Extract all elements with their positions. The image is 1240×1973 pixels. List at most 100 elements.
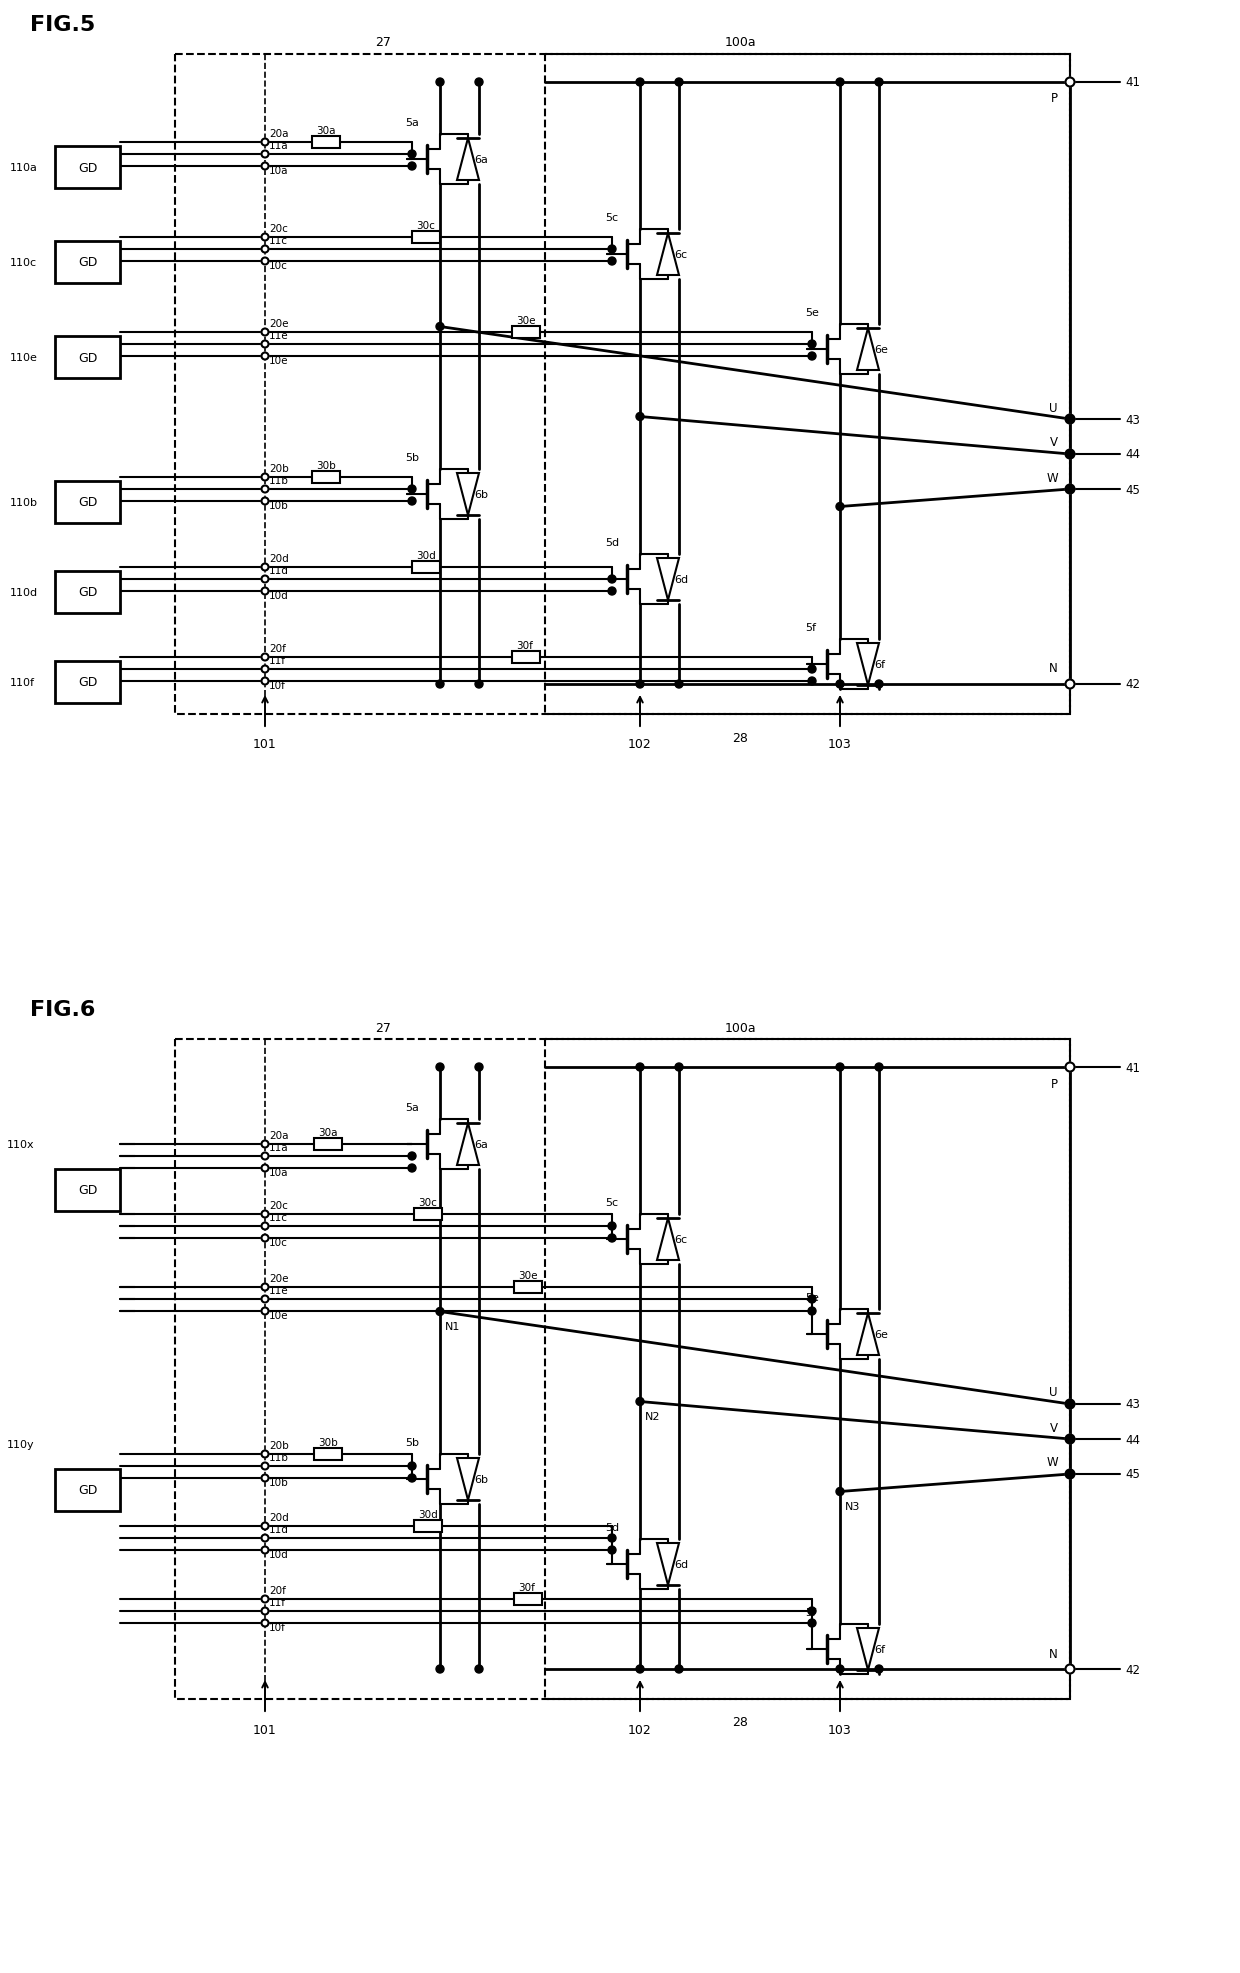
Text: 43: 43 xyxy=(1125,412,1140,426)
Circle shape xyxy=(408,485,415,493)
Bar xyxy=(55,1170,120,1211)
Bar xyxy=(55,146,120,189)
Circle shape xyxy=(436,1063,444,1071)
Text: 30c: 30c xyxy=(415,221,435,231)
Polygon shape xyxy=(857,1628,879,1671)
Text: 5c: 5c xyxy=(605,213,618,223)
Circle shape xyxy=(262,1523,269,1529)
Bar xyxy=(412,233,440,245)
Circle shape xyxy=(262,1223,269,1229)
Text: 11e: 11e xyxy=(269,1284,289,1296)
Circle shape xyxy=(836,79,844,87)
Circle shape xyxy=(636,412,644,422)
Text: 110d: 110d xyxy=(10,588,38,598)
Circle shape xyxy=(836,1063,844,1071)
Text: P: P xyxy=(1052,1077,1058,1089)
Text: FIG.6: FIG.6 xyxy=(30,1000,95,1020)
Text: 11b: 11b xyxy=(269,1452,289,1462)
Text: W: W xyxy=(1047,1456,1058,1468)
Bar xyxy=(414,1521,441,1533)
Circle shape xyxy=(262,1474,269,1482)
Text: 20e: 20e xyxy=(269,1273,289,1282)
Circle shape xyxy=(475,79,484,87)
Text: 5c: 5c xyxy=(605,1198,618,1207)
Text: 20a: 20a xyxy=(269,128,289,138)
Bar xyxy=(55,661,120,704)
Text: 5d: 5d xyxy=(605,1523,619,1533)
Circle shape xyxy=(436,1308,444,1316)
Text: GD: GD xyxy=(78,351,97,365)
Text: 110f: 110f xyxy=(10,677,35,689)
Text: 30f: 30f xyxy=(518,1582,534,1592)
Text: U: U xyxy=(1049,1385,1058,1399)
Text: 110x: 110x xyxy=(7,1140,35,1150)
Text: 102: 102 xyxy=(629,1722,652,1736)
Text: 30a: 30a xyxy=(317,1127,337,1136)
Circle shape xyxy=(636,681,644,689)
Text: 20b: 20b xyxy=(269,1440,289,1450)
Text: 20f: 20f xyxy=(269,1584,286,1596)
Circle shape xyxy=(875,79,883,87)
Circle shape xyxy=(608,1547,616,1555)
Polygon shape xyxy=(657,1219,680,1261)
Bar xyxy=(55,243,120,284)
Text: 30b: 30b xyxy=(316,462,336,472)
Text: 100a: 100a xyxy=(725,1020,756,1034)
Polygon shape xyxy=(657,558,680,600)
Circle shape xyxy=(262,1535,269,1541)
Text: 6b: 6b xyxy=(474,489,489,499)
Text: 6d: 6d xyxy=(675,574,688,584)
Bar xyxy=(512,651,539,663)
Text: GD: GD xyxy=(78,1484,97,1498)
Text: 11b: 11b xyxy=(269,475,289,485)
Text: 101: 101 xyxy=(253,1722,277,1736)
Text: 20c: 20c xyxy=(269,223,288,235)
Text: 30f: 30f xyxy=(516,641,533,651)
Circle shape xyxy=(262,1608,269,1614)
Circle shape xyxy=(808,1296,816,1304)
Text: 103: 103 xyxy=(828,738,852,752)
Polygon shape xyxy=(857,1314,879,1355)
Circle shape xyxy=(808,1608,816,1616)
Text: 41: 41 xyxy=(1125,1061,1140,1073)
Text: 11a: 11a xyxy=(269,140,289,150)
Text: 28: 28 xyxy=(732,732,748,744)
Circle shape xyxy=(262,1296,269,1302)
Bar xyxy=(55,572,120,614)
Text: 30d: 30d xyxy=(415,550,435,560)
Text: 6e: 6e xyxy=(874,1330,888,1340)
Circle shape xyxy=(608,1535,616,1543)
Bar xyxy=(175,1040,1070,1699)
Polygon shape xyxy=(857,329,879,371)
Text: 11a: 11a xyxy=(269,1142,289,1152)
Circle shape xyxy=(262,485,269,493)
Text: 20d: 20d xyxy=(269,554,289,564)
Circle shape xyxy=(262,341,269,349)
Bar xyxy=(55,337,120,379)
Text: 6e: 6e xyxy=(874,345,888,355)
Text: 6f: 6f xyxy=(874,1644,885,1653)
Text: 100a: 100a xyxy=(725,36,756,49)
Circle shape xyxy=(262,1308,269,1314)
Text: 30c: 30c xyxy=(418,1198,436,1207)
Text: N1: N1 xyxy=(445,1322,460,1332)
Circle shape xyxy=(408,1462,415,1470)
Text: 5e: 5e xyxy=(805,1292,818,1302)
Text: 6c: 6c xyxy=(675,251,687,260)
Circle shape xyxy=(1065,681,1075,689)
Text: 30b: 30b xyxy=(317,1436,337,1448)
Text: 110b: 110b xyxy=(10,497,38,507)
Text: 10e: 10e xyxy=(269,355,289,365)
Text: W: W xyxy=(1047,472,1058,483)
Text: 10c: 10c xyxy=(269,1237,288,1247)
Circle shape xyxy=(436,324,444,331)
Text: P: P xyxy=(1052,93,1058,105)
Text: 6f: 6f xyxy=(874,659,885,669)
Bar xyxy=(515,1592,542,1606)
Bar xyxy=(55,1470,120,1511)
Text: 27: 27 xyxy=(374,36,391,49)
Text: 30a: 30a xyxy=(316,126,336,136)
Text: 11c: 11c xyxy=(269,1211,288,1223)
Circle shape xyxy=(262,1140,269,1148)
Bar xyxy=(312,472,340,483)
